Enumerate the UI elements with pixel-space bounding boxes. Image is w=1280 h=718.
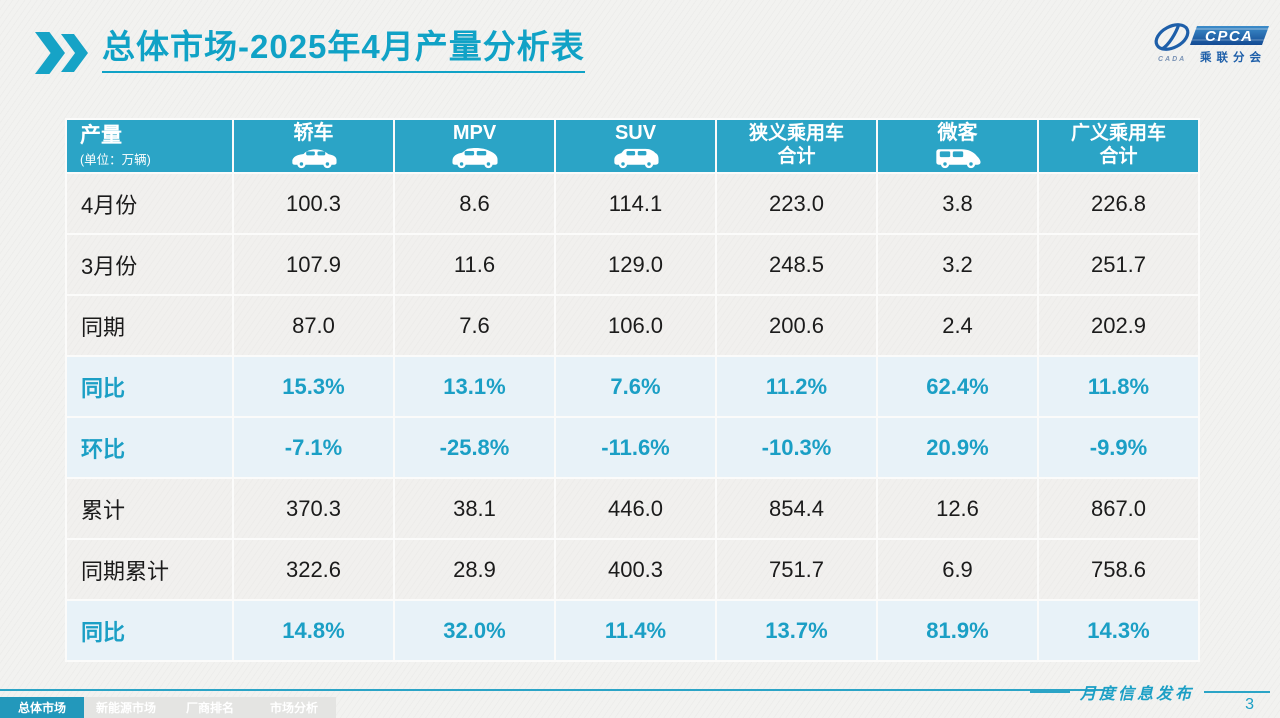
row-label: 同比	[67, 601, 232, 660]
publication-dash-right	[1204, 691, 1270, 693]
table-cell: 14.8%	[234, 601, 393, 660]
table-cell: 11.2%	[717, 357, 876, 416]
table-cell: 3.2	[878, 235, 1037, 294]
cpca-cn-label: 乘联分会	[1199, 50, 1266, 64]
sedan-icon	[288, 145, 340, 169]
tab-overall-market[interactable]: 总体市场	[0, 697, 84, 718]
table-cell: -10.3%	[717, 418, 876, 477]
table-cell: 11.4%	[556, 601, 715, 660]
tab-market-analysis[interactable]: 市场分析	[252, 697, 336, 718]
table-cell: 758.6	[1039, 540, 1198, 599]
table-cell: 370.3	[234, 479, 393, 538]
publication-text: 月度信息发布	[1079, 684, 1194, 703]
table-cell: 226.8	[1039, 174, 1198, 233]
publication-label: 月度信息发布	[1029, 680, 1270, 704]
table-cell: 106.0	[556, 296, 715, 355]
table-cell: 223.0	[717, 174, 876, 233]
header-cell-narrow-pv-total: 狭义乘用车 合计	[717, 120, 876, 172]
footer-divider	[0, 689, 1103, 691]
corner-unit: (单位：万辆)	[80, 153, 151, 168]
table-cell: -9.9%	[1039, 418, 1198, 477]
table-cell: 7.6%	[556, 357, 715, 416]
row-label: 同期累计	[67, 540, 232, 599]
page-number: 3	[1245, 696, 1254, 713]
table-cell: -25.8%	[395, 418, 554, 477]
row-label: 同期	[67, 296, 232, 355]
table-cell: 38.1	[395, 479, 554, 538]
table-cell: 11.8%	[1039, 357, 1198, 416]
header-cell-sedan: 轿车	[234, 120, 393, 172]
header-cell-mpv: MPV	[395, 120, 554, 172]
table-cell: 2.4	[878, 296, 1037, 355]
tab-manufacturer-ranking[interactable]: 厂商排名	[168, 697, 252, 718]
table-cell: 28.9	[395, 540, 554, 599]
table-cell: 129.0	[556, 235, 715, 294]
table-cell: 400.3	[556, 540, 715, 599]
table-cell: 446.0	[556, 479, 715, 538]
table-cell: 13.1%	[395, 357, 554, 416]
table-cell: 322.6	[234, 540, 393, 599]
page-title: 总体市场-2025年4月产量分析表	[102, 28, 585, 73]
table-cell: 8.6	[395, 174, 554, 233]
row-label: 4月份	[67, 174, 232, 233]
table-cell: 854.4	[717, 479, 876, 538]
table-cell: 3.8	[878, 174, 1037, 233]
mpv-icon	[449, 145, 501, 169]
table-cell: 202.9	[1039, 296, 1198, 355]
header-cell-suv: SUV	[556, 120, 715, 172]
cpca-label: CPCA	[1205, 28, 1254, 45]
table-cell: 7.6	[395, 296, 554, 355]
corner-title: 产量	[80, 123, 122, 147]
table-cell: 81.9%	[878, 601, 1037, 660]
title-row: 总体市场-2025年4月产量分析表	[35, 28, 585, 74]
row-label: 累计	[67, 479, 232, 538]
table-cell: -11.6%	[556, 418, 715, 477]
footer-tabbar: 总体市场 新能源市场 厂商排名 市场分析	[0, 697, 336, 718]
table-cell: -7.1%	[234, 418, 393, 477]
table-cell: 751.7	[717, 540, 876, 599]
tab-nev-market[interactable]: 新能源市场	[84, 697, 168, 718]
cpca-logo: CADA CPCA 乘联分会	[1150, 18, 1272, 68]
suv-icon	[610, 145, 662, 169]
table-cell: 200.6	[717, 296, 876, 355]
row-label: 同比	[67, 357, 232, 416]
table-cell: 114.1	[556, 174, 715, 233]
production-table: 产量 (单位：万辆) 轿车 MPV	[65, 118, 1200, 662]
double-chevron-icon	[35, 32, 88, 74]
header-cell-broad-pv-total: 广义乘用车 合计	[1039, 120, 1198, 172]
cpca-swoosh-icon: CADA	[1154, 23, 1190, 63]
publication-dash-left	[1029, 691, 1070, 693]
table-cell: 251.7	[1039, 235, 1198, 294]
row-label: 环比	[67, 418, 232, 477]
table-cell: 12.6	[878, 479, 1037, 538]
table-cell: 32.0%	[395, 601, 554, 660]
table-cell: 15.3%	[234, 357, 393, 416]
table-cell: 248.5	[717, 235, 876, 294]
table-cell: 20.9%	[878, 418, 1037, 477]
table-cell: 6.9	[878, 540, 1037, 599]
table-cell: 62.4%	[878, 357, 1037, 416]
table-cell: 87.0	[234, 296, 393, 355]
row-label: 3月份	[67, 235, 232, 294]
header-cell-production: 产量 (单位：万辆)	[67, 120, 232, 172]
cada-label: CADA	[1158, 56, 1186, 63]
table-cell: 107.9	[234, 235, 393, 294]
table-cell: 100.3	[234, 174, 393, 233]
header-cell-microvan: 微客	[878, 120, 1037, 172]
microvan-icon	[932, 145, 984, 169]
table-cell: 14.3%	[1039, 601, 1198, 660]
table-cell: 11.6	[395, 235, 554, 294]
table-cell: 13.7%	[717, 601, 876, 660]
table-cell: 867.0	[1039, 479, 1198, 538]
